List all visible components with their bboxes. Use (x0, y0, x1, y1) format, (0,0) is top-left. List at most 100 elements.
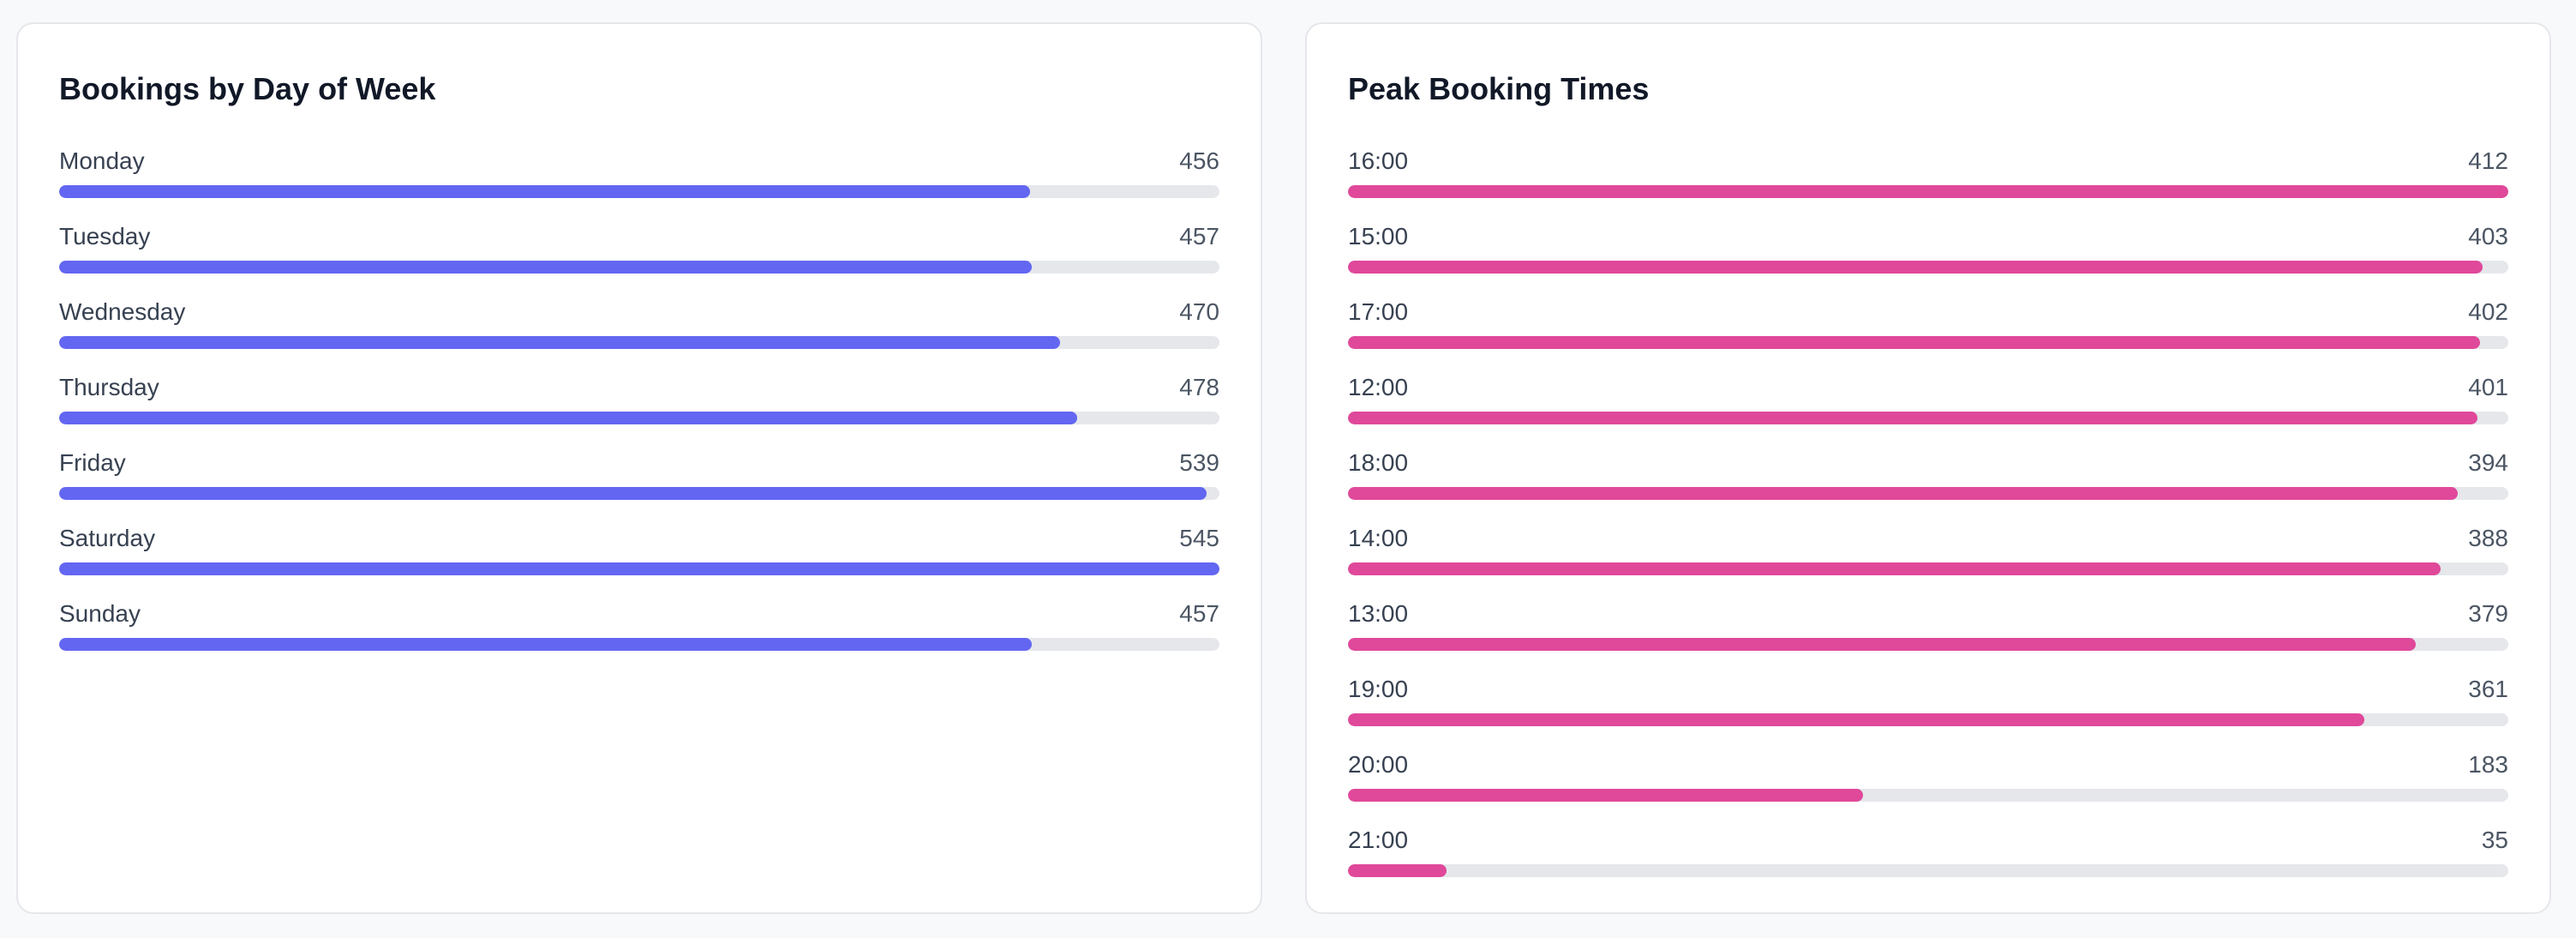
row-header: 21:00 35 (1348, 825, 2508, 856)
bar-row: Monday 456 (59, 146, 1219, 221)
row-header: 16:00 412 (1348, 146, 2508, 177)
bar-label: 18:00 (1348, 449, 1409, 476)
row-header: Friday 539 (59, 448, 1219, 478)
bar-track (59, 185, 1219, 198)
row-header: 13:00 379 (1348, 598, 2508, 629)
bar-value: 403 (2468, 223, 2508, 250)
row-header: 17:00 402 (1348, 297, 2508, 328)
bar-row: 21:00 35 (1348, 825, 2508, 900)
bar-value: 457 (1179, 223, 1219, 250)
bar-label: 13:00 (1348, 600, 1409, 627)
peak-booking-times-card: Peak Booking Times 16:00 412 15:00 403 1… (1305, 22, 2551, 914)
bar-row: 18:00 394 (1348, 448, 2508, 523)
bar-track (1348, 412, 2508, 424)
bar-track (59, 638, 1219, 651)
bar (59, 336, 1060, 349)
bar-track (1348, 487, 2508, 500)
bar-track (1348, 336, 2508, 349)
bar-list: Monday 456 Tuesday 457 Wednesday 470 Thu… (59, 146, 1219, 674)
bar-track (59, 412, 1219, 424)
bar (1348, 713, 2365, 726)
card-title: Bookings by Day of Week (59, 71, 436, 106)
row-header: Sunday 457 (59, 598, 1219, 629)
row-header: 19:00 361 (1348, 674, 2508, 705)
bar-label: Wednesday (59, 298, 186, 325)
bar-label: Sunday (59, 600, 141, 627)
bar-track (1348, 562, 2508, 575)
bar-value: 402 (2468, 298, 2508, 325)
bar-track (1348, 185, 2508, 198)
bar-value: 412 (2468, 147, 2508, 174)
bar-row: Thursday 478 (59, 372, 1219, 448)
bar-row: Tuesday 457 (59, 221, 1219, 297)
bar-list: 16:00 412 15:00 403 17:00 402 12:00 (1348, 146, 2508, 900)
bar-label: Tuesday (59, 223, 151, 250)
bar-track (1348, 638, 2508, 651)
bar-label: 16:00 (1348, 147, 1409, 174)
bar (1348, 336, 2481, 349)
row-header: Saturday 545 (59, 523, 1219, 554)
bar-row: Sunday 457 (59, 598, 1219, 674)
bar (1348, 487, 2458, 500)
bar-label: 19:00 (1348, 676, 1409, 702)
bar-value: 470 (1179, 298, 1219, 325)
bar-label: Saturday (59, 525, 156, 551)
bar-row: 16:00 412 (1348, 146, 2508, 221)
bar-label: 14:00 (1348, 525, 1409, 551)
bar-track (59, 487, 1219, 500)
bar-track (1348, 713, 2508, 726)
bar (1348, 185, 2508, 198)
bar-track (1348, 864, 2508, 877)
bar-row: 19:00 361 (1348, 674, 2508, 749)
bar (59, 185, 1030, 198)
bar (59, 412, 1077, 424)
bar-row: Wednesday 470 (59, 297, 1219, 372)
bar-label: 17:00 (1348, 298, 1409, 325)
bar-track (1348, 789, 2508, 802)
bar-value: 388 (2468, 525, 2508, 551)
bar-label: Thursday (59, 374, 159, 400)
bar (59, 487, 1207, 500)
bar (59, 562, 1219, 575)
bar-value: 401 (2468, 374, 2508, 400)
row-header: 14:00 388 (1348, 523, 2508, 554)
bar-row: 17:00 402 (1348, 297, 2508, 372)
bar-value: 35 (2481, 827, 2508, 853)
bar-track (59, 261, 1219, 274)
row-header: Tuesday 457 (59, 221, 1219, 252)
row-header: 12:00 401 (1348, 372, 2508, 403)
bar-value: 478 (1179, 374, 1219, 400)
bar-row: Friday 539 (59, 448, 1219, 523)
bar (1348, 864, 1447, 877)
row-header: Wednesday 470 (59, 297, 1219, 328)
bar-value: 361 (2468, 676, 2508, 702)
bar-label: 21:00 (1348, 827, 1409, 853)
bar-label: 20:00 (1348, 751, 1409, 778)
bar (1348, 789, 1864, 802)
bar-label: 15:00 (1348, 223, 1409, 250)
bar-track (1348, 261, 2508, 274)
bar (1348, 412, 2477, 424)
bar-label: Friday (59, 449, 126, 476)
row-header: 15:00 403 (1348, 221, 2508, 252)
bar-row: 13:00 379 (1348, 598, 2508, 674)
bar-value: 456 (1179, 147, 1219, 174)
row-header: 18:00 394 (1348, 448, 2508, 478)
bar-label: Monday (59, 147, 145, 174)
bar-row: 15:00 403 (1348, 221, 2508, 297)
bar-row: 12:00 401 (1348, 372, 2508, 448)
row-header: 20:00 183 (1348, 749, 2508, 780)
bar (59, 261, 1033, 274)
bookings-by-day-card: Bookings by Day of Week Monday 456 Tuesd… (16, 22, 1262, 914)
bar-row: Saturday 545 (59, 523, 1219, 598)
bar-track (59, 336, 1219, 349)
card-title: Peak Booking Times (1348, 71, 1650, 106)
bar (1348, 638, 2416, 651)
bar (59, 638, 1033, 651)
bar-track (59, 562, 1219, 575)
bar-value: 539 (1179, 449, 1219, 476)
bar-value: 545 (1179, 525, 1219, 551)
row-header: Monday 456 (59, 146, 1219, 177)
bar-value: 379 (2468, 600, 2508, 627)
bar-row: 20:00 183 (1348, 749, 2508, 825)
